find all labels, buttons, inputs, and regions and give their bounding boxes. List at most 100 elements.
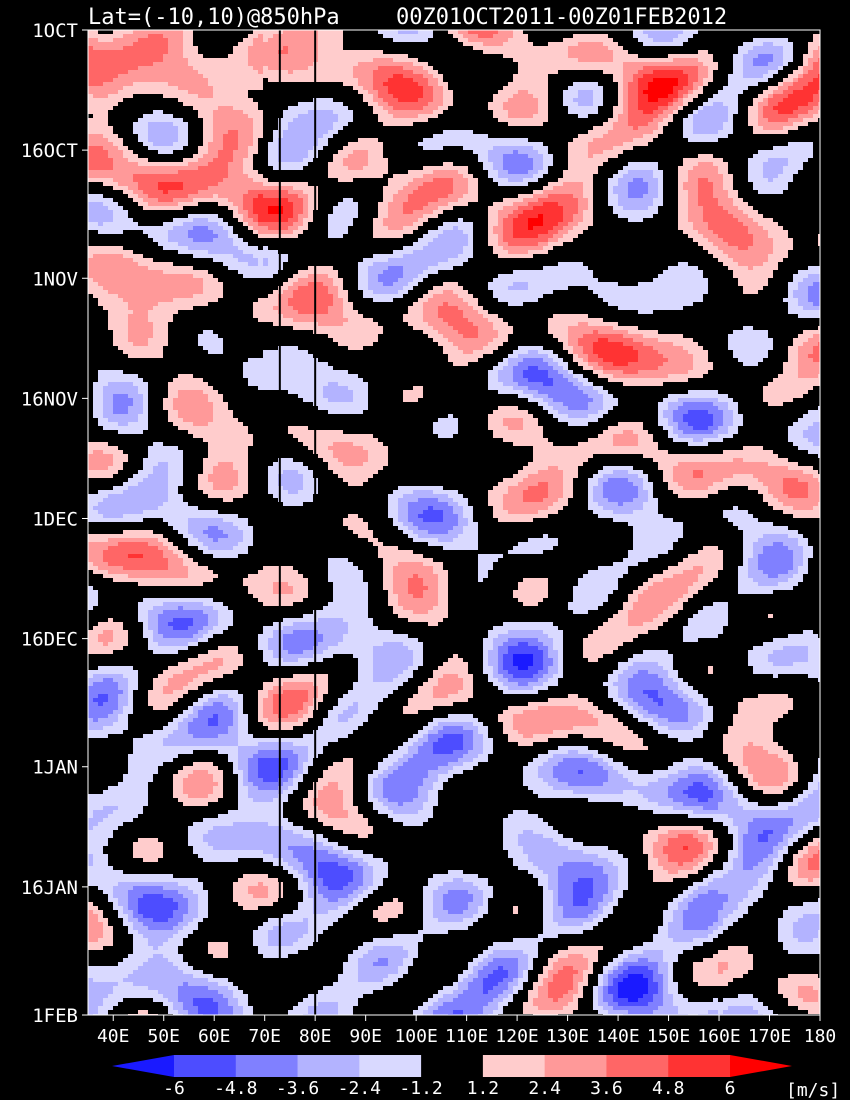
field-cell [338,34,343,38]
field-cell [718,58,723,62]
field-cell [113,66,118,70]
field-cell [523,54,528,58]
field-cell [428,46,433,50]
field-cell [93,62,98,66]
field-cell [308,34,313,38]
field-cell [403,62,408,66]
field-cell [393,46,398,50]
field-cell [633,42,638,46]
field-cell [623,50,628,54]
field-cell [738,62,743,66]
field-cell [638,54,643,58]
field-cell [508,58,513,62]
field-cell [118,42,123,46]
field-cell [543,30,548,34]
field-cell [433,38,438,42]
field-cell [88,66,93,70]
field-cell [798,46,803,50]
field-cell [753,38,758,42]
field-cell [738,34,743,38]
field-cell [698,42,703,46]
field-cell [238,62,243,66]
field-cell [283,42,288,46]
field-cell [178,38,183,42]
field-cell [488,62,493,66]
field-cell [518,50,523,54]
field-cell [533,30,538,34]
field-cell [338,62,343,66]
field-cell [573,30,578,34]
field-cell [138,46,143,50]
field-cell [348,30,353,34]
field-cell [793,42,798,46]
field-cell [253,66,258,70]
field-cell [693,46,698,50]
field-cell [183,42,188,46]
field-cell [663,42,668,46]
field-cell [233,50,238,54]
field-cell [448,58,453,62]
field-cell [458,58,463,62]
field-cell [293,50,298,54]
field-cell [293,42,298,46]
field-cell [253,46,258,50]
field-cell [113,46,118,50]
field-cell [508,62,513,66]
field-cell [88,30,93,34]
field-cell [283,66,288,70]
field-cell [718,54,723,58]
field-cell [108,42,113,46]
field-cell [583,62,588,66]
field-cell [568,30,573,34]
field-cell [788,58,793,62]
field-cell [633,46,638,50]
field-cell [168,38,173,42]
field-cell [778,34,783,38]
field-cell [93,66,98,70]
field-cell [423,66,428,70]
field-cell [183,62,188,66]
field-cell [223,30,228,34]
field-cell [598,58,603,62]
field-cell [218,66,223,70]
field-cell [323,38,328,42]
field-cell [498,46,503,50]
field-cell [298,34,303,38]
field-cell [738,54,743,58]
field-cell [408,30,413,34]
field-cell [118,58,123,62]
field-cell [358,62,363,66]
field-cell [758,30,763,34]
field-cell [418,46,423,50]
field-cell [708,34,713,38]
field-cell [373,58,378,62]
field-cell [553,50,558,54]
field-cell [178,54,183,58]
field-cell [608,62,613,66]
field-cell [743,42,748,46]
field-cell [153,54,158,58]
field-cell [223,46,228,50]
field-cell [193,30,198,34]
field-cell [553,42,558,46]
field-cell [113,58,118,62]
field-cell [708,62,713,66]
field-cell [483,66,488,70]
field-cell [418,58,423,62]
field-cell [473,30,478,34]
field-cell [158,50,163,54]
field-cell [418,66,423,70]
field-cell [618,54,623,58]
field-cell [688,46,693,50]
field-cell [608,50,613,54]
field-cell [798,34,803,38]
field-cell [133,50,138,54]
field-cell [268,50,273,54]
field-cell [723,50,728,54]
field-cell [453,58,458,62]
field-cell [173,30,178,34]
field-cell [383,62,388,66]
field-cell [358,54,363,58]
field-cell [353,42,358,46]
field-cell [703,50,708,54]
